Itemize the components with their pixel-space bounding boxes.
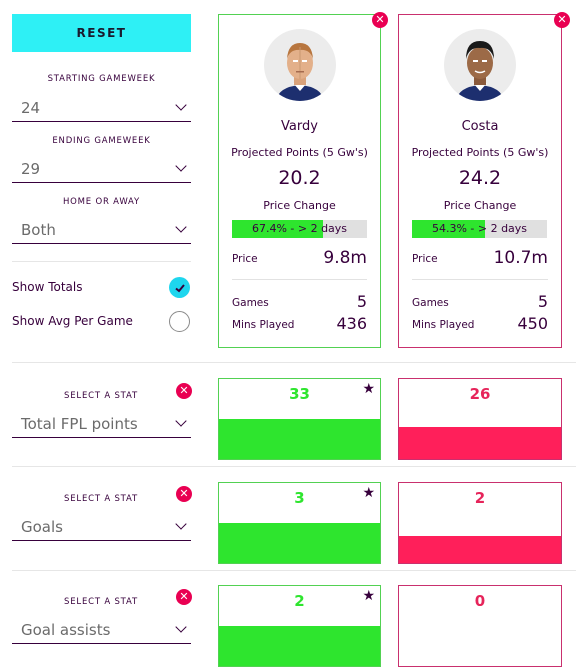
home-or-away-label: HOME OR AWAY [62, 197, 141, 207]
divider [232, 279, 367, 280]
price-change-text: 54.3% - > 2 days [431, 222, 528, 235]
stat-bar [219, 523, 380, 563]
price-change-text: 67.4% - > 2 days [251, 222, 348, 235]
star-icon: ★ [362, 588, 375, 604]
stat-select[interactable]: Goals [12, 513, 191, 541]
chevron-down-icon [175, 221, 187, 233]
divider [12, 261, 191, 262]
mins-played-value: 436 [336, 314, 367, 333]
stat-select-value: Total FPL points [21, 414, 138, 433]
star-icon: ★ [362, 485, 375, 501]
check-circle-icon [174, 283, 185, 292]
stat-box-player-1: 3 ★ [218, 482, 381, 564]
show-avg-toggle[interactable] [169, 311, 190, 332]
chevron-down-icon [175, 160, 187, 172]
stat-value: 3 [294, 489, 305, 507]
stat-bar [219, 419, 380, 459]
stat-box-player-2: 2 [398, 482, 562, 564]
stat-value: 26 [469, 385, 491, 403]
player-name: Costa [461, 119, 499, 134]
stat-box-player-2: 26 [398, 378, 562, 460]
mins-played-value: 450 [517, 314, 548, 333]
divider [412, 279, 548, 280]
stat-value: 2 [294, 592, 305, 610]
divider [12, 362, 576, 363]
price-label: Price [412, 253, 438, 265]
price-change-fill [232, 220, 323, 238]
remove-stat-button[interactable]: ✕ [176, 589, 192, 605]
home-or-away-value: Both [21, 220, 56, 239]
close-circle-icon: ✕ [179, 384, 189, 397]
remove-stat-button[interactable]: ✕ [176, 486, 192, 502]
stat-box-player-1: 2 ★ [218, 585, 381, 667]
price-change-label: Price Change [263, 199, 336, 212]
projected-points-label: Projected Points (5 Gw's) [231, 146, 368, 159]
close-circle-icon: ✕ [179, 590, 189, 603]
stat-bar [399, 427, 561, 459]
price-value: 10.7m [493, 248, 548, 268]
price-change-label: Price Change [443, 199, 517, 212]
mins-played-label: Mins Played [412, 319, 475, 331]
close-circle-icon: ✕ [375, 13, 385, 26]
stat-bar [219, 626, 380, 666]
projected-points-value: 24.2 [458, 167, 502, 189]
stat-select[interactable]: Total FPL points [12, 410, 191, 438]
chevron-down-icon [175, 415, 187, 427]
show-totals-toggle[interactable] [169, 277, 190, 298]
price-label: Price [232, 253, 258, 265]
chevron-down-icon [175, 99, 187, 111]
stat-select[interactable]: Goal assists [12, 616, 191, 644]
close-circle-icon: ✕ [557, 13, 567, 26]
select-stat-label: SELECT A STAT [64, 391, 138, 401]
home-or-away-select[interactable]: Both [12, 216, 191, 244]
stat-bar [399, 536, 561, 563]
stat-box-player-1: 33 ★ [218, 378, 381, 460]
remove-player-button[interactable]: ✕ [554, 12, 570, 28]
projected-points-value: 20.2 [278, 167, 321, 189]
starting-gameweek-select[interactable]: 24 [12, 94, 191, 122]
select-stat-label: SELECT A STAT [64, 597, 138, 607]
chevron-down-icon [175, 518, 187, 530]
starting-gameweek-label: STARTING GAMEWEEK [47, 74, 156, 84]
stat-select-value: Goal assists [21, 620, 111, 639]
mins-played-label: Mins Played [232, 319, 295, 331]
reset-button[interactable]: RESET [12, 14, 191, 52]
player-name: Vardy [281, 119, 318, 134]
games-label: Games [412, 297, 449, 309]
player-avatar [263, 29, 336, 101]
remove-player-button[interactable]: ✕ [372, 12, 388, 28]
divider [12, 466, 576, 467]
stat-value: 33 [289, 385, 310, 403]
player-card-1: Vardy Projected Points (5 Gw's) 20.2 Pri… [218, 14, 381, 348]
divider [12, 570, 576, 571]
ending-gameweek-select[interactable]: 29 [12, 155, 191, 183]
price-change-fill [412, 220, 486, 238]
stat-box-player-2: 0 [398, 585, 562, 667]
star-icon: ★ [362, 381, 375, 397]
select-stat-label: SELECT A STAT [64, 494, 138, 504]
games-value: 5 [537, 292, 548, 311]
games-label: Games [232, 297, 269, 309]
close-circle-icon: ✕ [179, 487, 189, 500]
show-totals-label: Show Totals [12, 280, 83, 294]
chevron-down-icon [175, 621, 187, 633]
projected-points-label: Projected Points (5 Gw's) [411, 146, 549, 159]
stat-value: 0 [474, 592, 486, 610]
player-avatar [444, 29, 516, 101]
stat-value: 2 [474, 489, 486, 507]
stat-select-value: Goals [21, 517, 63, 536]
show-avg-label: Show Avg Per Game [12, 314, 133, 328]
starting-gameweek-value: 24 [21, 98, 41, 117]
remove-stat-button[interactable]: ✕ [176, 383, 192, 399]
ending-gameweek-value: 29 [21, 159, 41, 178]
price-change-bar: 67.4% - > 2 days [232, 220, 367, 238]
price-value: 9.8m [323, 248, 367, 268]
ending-gameweek-label: ENDING GAMEWEEK [52, 136, 151, 146]
games-value: 5 [356, 292, 367, 311]
player-card-2: Costa Projected Points (5 Gw's) 24.2 Pri… [398, 14, 562, 348]
price-change-bar: 54.3% - > 2 days [412, 220, 547, 238]
